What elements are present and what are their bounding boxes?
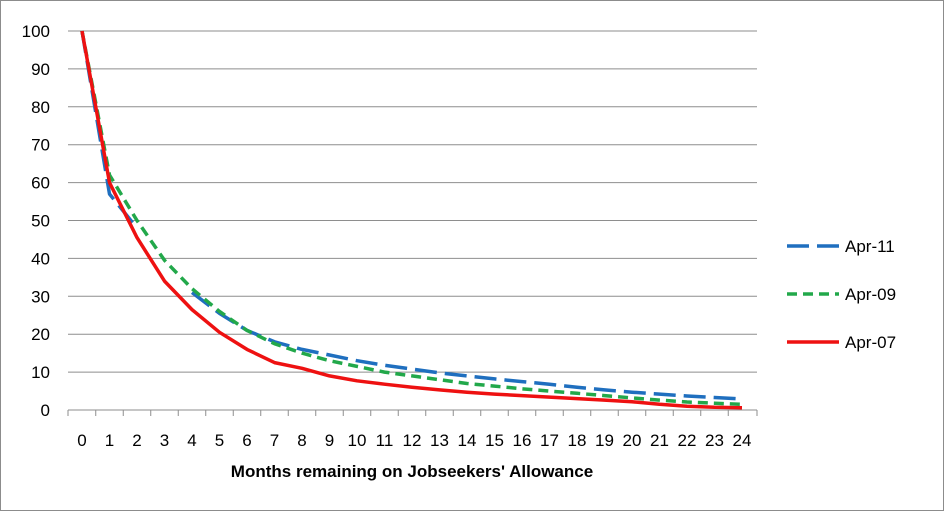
y-tick-label-100: 100 [22, 22, 50, 41]
x-tick-label-16: 16 [513, 431, 532, 450]
x-tick-label-3: 3 [160, 431, 169, 450]
y-tick-labels: 0 10 20 30 40 50 60 70 80 90 100 [22, 22, 50, 420]
x-tick-label-4: 4 [187, 431, 196, 450]
y-tick-label-50: 50 [31, 212, 50, 231]
legend-label-apr-09: Apr-09 [845, 285, 896, 304]
x-tick-label-18: 18 [568, 431, 587, 450]
y-tick-label-0: 0 [41, 401, 50, 420]
y-tick-label-60: 60 [31, 174, 50, 193]
x-tick-label-21: 21 [650, 431, 669, 450]
x-tick-label-23: 23 [705, 431, 724, 450]
x-tick-label-5: 5 [215, 431, 224, 450]
y-tick-label-10: 10 [31, 363, 50, 382]
x-tick-label-24: 24 [733, 431, 752, 450]
x-tick-label-8: 8 [297, 431, 306, 450]
series-line-apr-09 [80, 30, 743, 407]
series-line-apr-07 [80, 30, 743, 410]
x-tick-label-10: 10 [348, 431, 367, 450]
x-tick-label-19: 19 [595, 431, 614, 450]
x-tick-label-2: 2 [132, 431, 141, 450]
y-tick-label-80: 80 [31, 98, 50, 117]
y-tick-label-70: 70 [31, 136, 50, 155]
x-tick-labels: 0 1 2 3 4 5 6 7 8 9 10 11 12 13 14 15 16 17 18 19 20 21 22 23 24 [77, 431, 751, 450]
legend-label-apr-11: Apr-11 [845, 237, 895, 256]
x-axis-title: Months remaining on Jobseekers' Allowanc… [231, 462, 593, 481]
y-tick-label-90: 90 [31, 60, 50, 79]
x-tick-label-11: 11 [376, 431, 394, 450]
x-tick-label-15: 15 [485, 431, 504, 450]
y-tick-label-30: 30 [31, 287, 50, 306]
series-line-apr-11 [190, 291, 743, 401]
x-tick-label-6: 6 [242, 431, 251, 450]
y-tick-label-40: 40 [31, 249, 50, 268]
x-tick-label-17: 17 [540, 431, 559, 450]
x-tick-label-12: 12 [403, 431, 422, 450]
legend-label-apr-07: Apr-07 [845, 333, 896, 352]
series-lines [80, 30, 743, 410]
series-line-apr-11 [80, 30, 139, 230]
x-tick-label-0: 0 [77, 431, 86, 450]
x-tick-label-9: 9 [325, 431, 334, 450]
gridlines [68, 30, 757, 373]
x-tick-label-13: 13 [430, 431, 449, 450]
axes [67, 409, 758, 416]
x-tick-label-1: 1 [105, 431, 114, 450]
x-tick-label-22: 22 [678, 431, 697, 450]
x-tick-label-14: 14 [458, 431, 477, 450]
x-tick-label-7: 7 [270, 431, 279, 450]
x-tick-label-20: 20 [623, 431, 642, 450]
y-tick-label-20: 20 [31, 325, 50, 344]
legend: Apr-11 Apr-09 Apr-07 [787, 237, 896, 352]
